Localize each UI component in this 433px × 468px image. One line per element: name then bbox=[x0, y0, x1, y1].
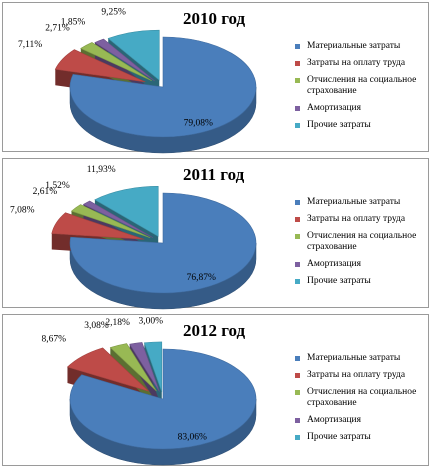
data-label-other: 3,00% bbox=[139, 317, 164, 327]
data-label-depreciation: 1,52% bbox=[45, 181, 70, 191]
legend-item-labor: Затраты на оплату труда bbox=[295, 58, 427, 69]
legend-swatch bbox=[295, 44, 300, 49]
chart-title: 2011 год bbox=[183, 165, 245, 184]
legend-label: Отчисления на социальное страхование bbox=[307, 387, 417, 408]
legend-label: Прочие затраты bbox=[307, 120, 371, 130]
legend-swatch bbox=[295, 217, 300, 222]
legend-swatch bbox=[295, 123, 300, 128]
data-label-other: 9,25% bbox=[101, 7, 126, 17]
legend-item-other: Прочие затраты bbox=[295, 432, 427, 443]
pie-slice-other bbox=[143, 341, 163, 392]
legend-item-other: Прочие затраты bbox=[295, 120, 427, 131]
pie-slice-depreciation bbox=[82, 200, 154, 238]
legend-label: Материальные затраты bbox=[307, 41, 401, 51]
data-label-social: 2,61% bbox=[33, 187, 58, 197]
pie-slice-labor bbox=[66, 347, 149, 392]
chart-legend: Материальные затраты Затраты на оплату тр… bbox=[295, 353, 427, 449]
pie-slice-social bbox=[109, 343, 157, 392]
data-label-materials: 83,06% bbox=[178, 433, 207, 443]
data-label-materials: 76,87% bbox=[187, 273, 216, 283]
data-label-depreciation: 1,85% bbox=[61, 18, 86, 28]
pie-slice-materials bbox=[69, 36, 257, 138]
data-label-other: 11,93% bbox=[87, 165, 116, 175]
legend-swatch bbox=[295, 78, 300, 83]
pie-slice-labor bbox=[54, 49, 146, 83]
legend-label: Отчисления на социальное страхование bbox=[307, 75, 417, 96]
chart-title: 2012 год bbox=[183, 321, 246, 340]
legend-item-materials: Материальные затраты bbox=[295, 197, 427, 208]
pie-slice-labor bbox=[51, 212, 145, 240]
legend-swatch bbox=[295, 200, 300, 205]
legend-swatch bbox=[295, 356, 300, 361]
pie-slice-other bbox=[94, 186, 159, 237]
legend-swatch bbox=[295, 279, 300, 284]
legend-label: Амортизация bbox=[307, 259, 361, 269]
data-label-social: 2,71% bbox=[45, 23, 70, 33]
legend-label: Прочие затраты bbox=[307, 276, 371, 286]
legend-item-materials: Материальные затраты bbox=[295, 353, 427, 364]
legend-swatch bbox=[295, 106, 300, 111]
legend-item-materials: Материальные затраты bbox=[295, 41, 427, 52]
chart-panel-2012: 83,06% 8,67% 3,08% 2,18% 3,00% 2012 год Мате… bbox=[2, 314, 429, 466]
legend-item-depreciation: Амортизация bbox=[295, 259, 427, 270]
data-label-labor: 7,11% bbox=[18, 40, 42, 50]
legend-label: Прочие затраты bbox=[307, 432, 371, 442]
legend-label: Затраты на оплату труда bbox=[307, 214, 406, 224]
data-label-labor: 7,08% bbox=[10, 206, 35, 216]
pie-slice-social bbox=[70, 204, 151, 239]
pie-slice-materials bbox=[69, 192, 257, 294]
data-label-social: 3,08% bbox=[84, 321, 109, 331]
legend-item-social: Отчисления на социальное страхование bbox=[295, 231, 427, 253]
data-label-labor: 8,67% bbox=[42, 334, 67, 344]
legend-swatch bbox=[295, 61, 300, 66]
pie-chart-2011: 76,87% 7,08% 2,61%1,52% 11,93% bbox=[10, 165, 257, 310]
legend-item-labor: Затраты на оплату труда bbox=[295, 214, 427, 225]
legend-label: Материальные затраты bbox=[307, 353, 401, 363]
legend-swatch bbox=[295, 373, 300, 378]
legend-swatch bbox=[295, 435, 300, 440]
legend-swatch bbox=[295, 390, 300, 395]
legend-swatch bbox=[295, 418, 300, 423]
legend-item-depreciation: Амортизация bbox=[295, 103, 427, 114]
legend-label: Амортизация bbox=[307, 103, 361, 113]
legend-swatch bbox=[295, 262, 300, 267]
legend-swatch bbox=[295, 234, 300, 239]
chart-legend: Материальные затраты Затраты на оплату тр… bbox=[295, 197, 427, 293]
legend-item-labor: Затраты на оплату труда bbox=[295, 370, 427, 381]
pie-slice-materials bbox=[69, 348, 257, 450]
chart-legend: Материальные затраты Затраты на оплату тр… bbox=[295, 41, 427, 137]
legend-item-social: Отчисления на социальное страхование bbox=[295, 75, 427, 97]
chart-panel-2010: 79,08% 7,11% 2,71% 1,85% 9,25% 2010 год Мате… bbox=[2, 2, 429, 154]
legend-item-depreciation: Амортизация bbox=[295, 415, 427, 426]
pie-chart-2010: 79,08% 7,11%2,71%1,85% 9,25% bbox=[18, 7, 257, 154]
pie-slice-other bbox=[107, 29, 160, 81]
legend-label: Амортизация bbox=[307, 415, 361, 425]
legend-label: Материальные затраты bbox=[307, 197, 401, 207]
data-label-materials: 79,08% bbox=[184, 119, 213, 129]
legend-item-other: Прочие затраты bbox=[295, 276, 427, 287]
pie-chart-2012: 83,06% 8,67% 3,08%2,18% 3,00% bbox=[42, 317, 257, 466]
legend-label: Затраты на оплату труда bbox=[307, 370, 406, 380]
pie-slice-depreciation bbox=[94, 38, 155, 82]
legend-label: Затраты на оплату труда bbox=[307, 58, 406, 68]
legend-label: Отчисления на социальное страхование bbox=[307, 231, 417, 252]
pie-slice-depreciation bbox=[129, 342, 160, 392]
data-label-depreciation: 2,18% bbox=[105, 318, 130, 328]
chart-title: 2010 год bbox=[183, 9, 246, 28]
pie-slice-social bbox=[80, 42, 152, 82]
chart-panel-2011: 76,87% 7,08% 2,61% 1,52% 11,93% 2011 год Мат… bbox=[2, 158, 429, 310]
legend-item-social: Отчисления на социальное страхование bbox=[295, 387, 427, 409]
